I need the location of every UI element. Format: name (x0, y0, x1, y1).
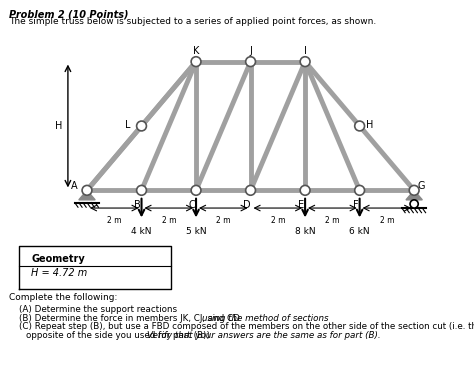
Circle shape (137, 185, 146, 195)
Text: D: D (243, 200, 250, 210)
Circle shape (300, 57, 310, 67)
Text: 2 m: 2 m (380, 216, 394, 225)
Circle shape (246, 185, 255, 195)
Text: 2 m: 2 m (325, 216, 339, 225)
Text: (A) Determine the support reactions: (A) Determine the support reactions (19, 305, 177, 314)
Text: L: L (125, 120, 131, 130)
Text: K: K (193, 46, 199, 56)
Text: I: I (304, 46, 307, 56)
Circle shape (409, 185, 419, 195)
Text: 2 m: 2 m (162, 216, 176, 225)
Text: 2 m: 2 m (107, 216, 121, 225)
Circle shape (137, 121, 146, 131)
Text: 2 m: 2 m (216, 216, 230, 225)
Text: (C) Repeat step (B), but use a FBD composed of the members on the other side of : (C) Repeat step (B), but use a FBD compo… (19, 322, 474, 331)
Text: 5 kN: 5 kN (186, 227, 206, 236)
Text: Verify that your answers are the same as for part (B).: Verify that your answers are the same as… (147, 331, 381, 340)
Circle shape (191, 185, 201, 195)
Text: Complete the following:: Complete the following: (9, 293, 118, 302)
Text: Problem 2 (10 Points): Problem 2 (10 Points) (9, 10, 129, 20)
Text: 2 m: 2 m (271, 216, 285, 225)
Text: B: B (134, 200, 141, 210)
Text: C: C (189, 200, 195, 210)
Text: 6 kN: 6 kN (349, 227, 370, 236)
Circle shape (410, 200, 418, 208)
Circle shape (355, 121, 365, 131)
Circle shape (82, 185, 92, 195)
Text: H = 4.72 m: H = 4.72 m (31, 268, 87, 278)
Circle shape (355, 185, 365, 195)
Text: E: E (298, 200, 304, 210)
Text: G: G (417, 181, 425, 191)
Text: Geometry: Geometry (31, 254, 85, 264)
Text: opposite of the side you used for part (B)).: opposite of the side you used for part (… (26, 331, 218, 340)
Polygon shape (79, 191, 95, 200)
Text: H: H (55, 121, 62, 131)
Polygon shape (406, 191, 422, 200)
Text: F: F (353, 200, 358, 210)
Circle shape (191, 57, 201, 67)
Text: 8 kN: 8 kN (295, 227, 315, 236)
Text: J: J (249, 46, 252, 56)
Circle shape (300, 185, 310, 195)
Text: A: A (72, 181, 78, 191)
Circle shape (246, 57, 255, 67)
Text: The simple truss below is subjected to a series of applied point forces, as show: The simple truss below is subjected to a… (9, 17, 377, 26)
Text: (B) Determine the force in members JK, CJ, and CD: (B) Determine the force in members JK, C… (19, 314, 243, 322)
Text: H: H (366, 120, 374, 130)
Text: 4 kN: 4 kN (131, 227, 152, 236)
Text: using the method of sections: using the method of sections (202, 314, 329, 322)
